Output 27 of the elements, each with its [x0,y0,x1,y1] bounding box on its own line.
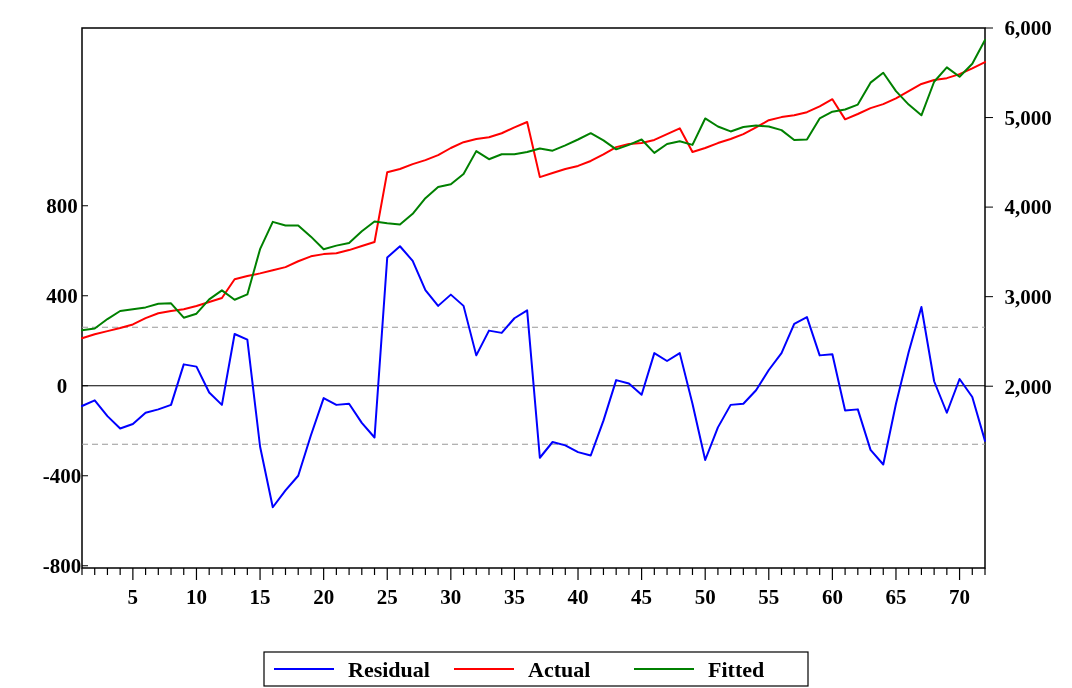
y2-tick-label: 2,000 [1004,374,1052,399]
y-tick-label: 800 [46,194,78,219]
y-tick-label: -800 [42,554,82,579]
x-tick-label: 65 [885,585,907,609]
y-tick-label: 0 [56,374,68,399]
legend-label: Fitted [708,656,765,682]
x-tick-label: 60 [821,585,843,609]
legend-label: Actual [528,656,591,682]
y-tick-label: -400 [42,464,82,489]
x-tick-label: 35 [503,585,525,609]
x-tick-label: 10 [185,585,207,609]
x-tick-label: 45 [631,585,653,609]
x-tick-label: 70 [949,585,971,609]
x-tick-label: 20 [313,585,335,609]
x-tick-label: 40 [567,585,589,609]
y-tick-label: 400 [46,284,78,309]
y2-tick-label: 4,000 [1004,195,1052,220]
x-tick-label: 50 [694,585,716,609]
x-tick-label: 5 [127,585,139,609]
x-tick-label: 15 [249,585,271,609]
x-tick-label: 30 [440,585,462,609]
y2-tick-label: 5,000 [1004,105,1052,130]
y2-tick-label: 6,000 [1004,16,1052,41]
y2-tick-label: 3,000 [1004,285,1052,310]
x-tick-label: 55 [758,585,780,609]
x-tick-label: 25 [376,585,398,609]
legend-label: Residual [348,656,430,682]
